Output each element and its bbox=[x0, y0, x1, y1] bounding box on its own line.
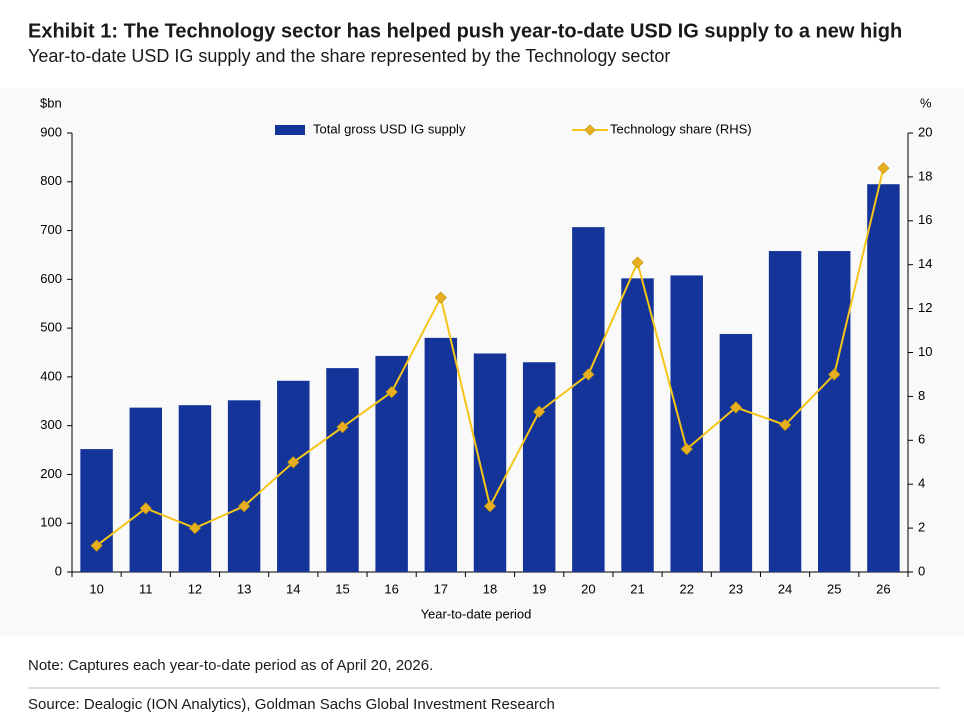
marker bbox=[188, 522, 202, 535]
x-tick-label: 20 bbox=[581, 581, 595, 596]
x-tick-label: 21 bbox=[630, 581, 644, 596]
bar bbox=[719, 333, 753, 572]
chart-title: Exhibit 1: The Technology sector has hel… bbox=[28, 20, 902, 42]
legend-label: Total gross USD IG supply bbox=[313, 121, 466, 136]
marker bbox=[877, 162, 890, 175]
marker bbox=[90, 539, 103, 552]
marker bbox=[533, 405, 546, 418]
x-tick-label: 22 bbox=[679, 581, 693, 596]
y-tick-label: 900 bbox=[40, 124, 62, 139]
bar bbox=[572, 227, 605, 572]
y2-tick-label: 8 bbox=[918, 388, 925, 403]
legend-label: Technology share (RHS) bbox=[610, 121, 752, 136]
chart-subtitle: Year-to-date USD IG supply and the share… bbox=[28, 46, 670, 66]
y-tick-label: 100 bbox=[40, 515, 62, 530]
x-tick-label: 24 bbox=[778, 581, 792, 596]
x-tick-label: 10 bbox=[89, 581, 103, 596]
y2-tick-label: 20 bbox=[918, 124, 932, 139]
x-tick-label: 25 bbox=[827, 581, 841, 596]
marker bbox=[778, 418, 792, 432]
marker bbox=[483, 500, 497, 513]
y2-tick-label: 10 bbox=[918, 344, 932, 359]
y2-unit: % bbox=[920, 95, 932, 110]
marker bbox=[238, 500, 251, 513]
y2-tick-label: 4 bbox=[918, 476, 925, 491]
y2-tick-label: 2 bbox=[918, 520, 925, 535]
x-tick-label: 14 bbox=[286, 581, 300, 596]
x-tick-label: 26 bbox=[876, 581, 890, 596]
y2-tick-label: 12 bbox=[918, 300, 932, 315]
x-tick-label: 15 bbox=[335, 581, 349, 596]
marker bbox=[680, 443, 693, 456]
y-tick-label: 0 bbox=[55, 563, 62, 578]
marker bbox=[287, 456, 300, 469]
y2-tick-label: 14 bbox=[918, 256, 932, 271]
y-tick-label: 600 bbox=[40, 271, 62, 286]
marker bbox=[336, 421, 349, 434]
bar bbox=[670, 275, 703, 572]
y-unit: $bn bbox=[40, 95, 62, 110]
source: Source: Dealogic (ION Analytics), Goldma… bbox=[28, 696, 555, 713]
y-tick-label: 300 bbox=[40, 417, 62, 432]
bar bbox=[522, 362, 556, 572]
x-tick-label: 23 bbox=[729, 581, 743, 596]
y2-tick-label: 18 bbox=[918, 168, 932, 183]
bar bbox=[621, 278, 654, 572]
y-tick-label: 200 bbox=[40, 466, 62, 481]
marker bbox=[828, 368, 841, 381]
x-tick-label: 11 bbox=[139, 581, 153, 596]
x-tick-label: 13 bbox=[237, 581, 251, 596]
legend-marker bbox=[584, 124, 596, 136]
x-tick-label: 19 bbox=[532, 581, 546, 596]
bar bbox=[80, 449, 113, 572]
y-tick-label: 400 bbox=[40, 368, 62, 383]
marker bbox=[385, 385, 398, 399]
legend-swatch bbox=[275, 125, 305, 135]
y-tick-label: 800 bbox=[40, 173, 62, 188]
bar bbox=[277, 380, 310, 572]
bar bbox=[424, 337, 458, 572]
bar bbox=[867, 184, 900, 572]
bar bbox=[473, 353, 507, 572]
marker bbox=[139, 502, 152, 515]
x-tick-label: 12 bbox=[188, 581, 202, 596]
x-axis-label: Year-to-date period bbox=[421, 606, 532, 621]
bar bbox=[768, 251, 802, 572]
bar bbox=[178, 405, 212, 572]
marker bbox=[434, 291, 447, 304]
y2-tick-label: 16 bbox=[918, 212, 932, 227]
x-tick-label: 17 bbox=[434, 581, 448, 596]
x-tick-label: 18 bbox=[483, 581, 497, 596]
bar bbox=[129, 407, 162, 572]
marker bbox=[729, 401, 742, 414]
marker bbox=[582, 368, 595, 381]
x-tick-label: 16 bbox=[384, 581, 398, 596]
bar bbox=[818, 251, 851, 572]
note: Note: Captures each year-to-date period … bbox=[28, 657, 433, 674]
bar bbox=[326, 368, 359, 572]
y-tick-label: 500 bbox=[40, 320, 62, 335]
y-tick-label: 700 bbox=[40, 222, 62, 237]
bar bbox=[227, 400, 261, 572]
y2-tick-label: 0 bbox=[918, 563, 925, 578]
y2-tick-label: 6 bbox=[918, 432, 925, 447]
marker bbox=[631, 256, 644, 269]
